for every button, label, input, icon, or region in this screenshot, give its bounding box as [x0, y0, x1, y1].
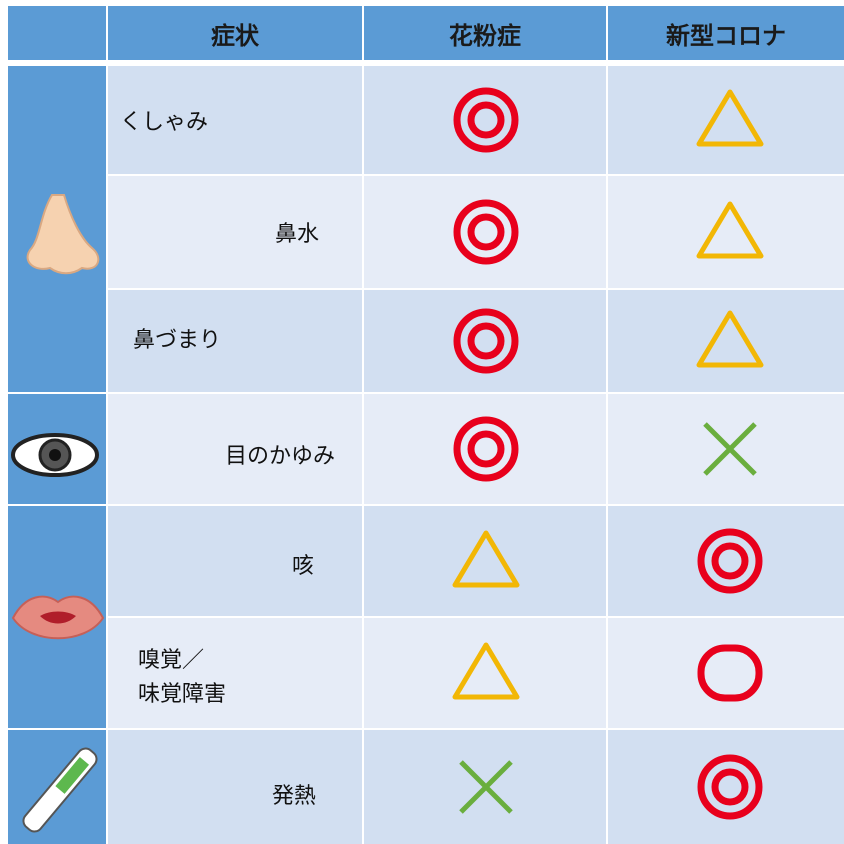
cross: [459, 760, 513, 814]
symbol: △: [696, 201, 764, 259]
symptom-label: 咳: [292, 554, 315, 579]
body-cell: [108, 176, 362, 288]
header-cell: 症状: [108, 6, 362, 60]
triangle: [452, 530, 520, 588]
double-circle: [453, 416, 519, 482]
symbol: △: [452, 642, 520, 700]
thermometer-icon: [55, 757, 90, 794]
symbol: △: [452, 530, 520, 588]
symptom-label: 目のかゆみ: [225, 444, 336, 469]
header-cell: [8, 6, 106, 60]
body-cell: [364, 618, 606, 728]
body-cell: [108, 730, 362, 844]
symptom-label: 発熱: [272, 784, 317, 809]
double-circle: [711, 768, 749, 806]
body-cell: [608, 730, 844, 844]
nose-icon: [26, 194, 100, 275]
double-circle: [453, 87, 519, 153]
triangle: [696, 201, 764, 259]
body-cell: [608, 506, 844, 616]
body-cell: [608, 66, 844, 174]
circle: [697, 644, 763, 702]
double-circle: [467, 322, 505, 360]
body-cell: [364, 176, 606, 288]
body-cell: [608, 176, 844, 288]
symbol: ◎: [453, 87, 519, 153]
body-cell: [608, 290, 844, 392]
icons: [11, 194, 105, 833]
double-circle: [697, 528, 763, 594]
body-cell: [608, 394, 844, 504]
body-cell: [108, 394, 362, 504]
body-cell: [108, 66, 362, 174]
body-cell: [108, 618, 362, 728]
header-cell: 新型コロナ: [608, 6, 844, 60]
lips-icon: [40, 611, 76, 624]
symbol: ◎: [697, 528, 763, 594]
double-circle: [453, 308, 519, 374]
symbol: ○: [697, 644, 763, 702]
double-circle: [467, 430, 505, 468]
double-circle: [697, 754, 763, 820]
symptom-label: 嗅覚／ 味覚障害: [138, 648, 227, 707]
symbol: ◎: [697, 754, 763, 820]
symbol: ◎: [453, 199, 519, 265]
body-cell: [364, 290, 606, 392]
symbol: ×: [703, 422, 757, 476]
symbol: △: [696, 310, 764, 368]
double-circle: [467, 101, 505, 139]
symptom-label: くしゃみ: [120, 110, 209, 135]
eye-icon: [49, 449, 61, 461]
double-circle: [453, 199, 519, 265]
symbol: ◎: [453, 416, 519, 482]
body-cell: [364, 394, 606, 504]
body-cell: [108, 290, 362, 392]
triangle: [452, 642, 520, 700]
symptom-label: 鼻水: [275, 222, 320, 247]
body-cell: [608, 618, 844, 728]
double-circle: [711, 542, 749, 580]
body-cell: [108, 506, 362, 616]
header-cell: 花粉症: [364, 6, 606, 60]
body-cell: [364, 506, 606, 616]
symptom-label: 鼻づまり: [133, 328, 222, 353]
body-cell: [364, 66, 606, 174]
triangle: [696, 89, 764, 147]
triangle: [696, 310, 764, 368]
symbol: ◎: [453, 308, 519, 374]
double-circle: [467, 213, 505, 251]
cross: [703, 422, 757, 476]
symbol: △: [696, 89, 764, 147]
symbol: ×: [459, 760, 513, 814]
